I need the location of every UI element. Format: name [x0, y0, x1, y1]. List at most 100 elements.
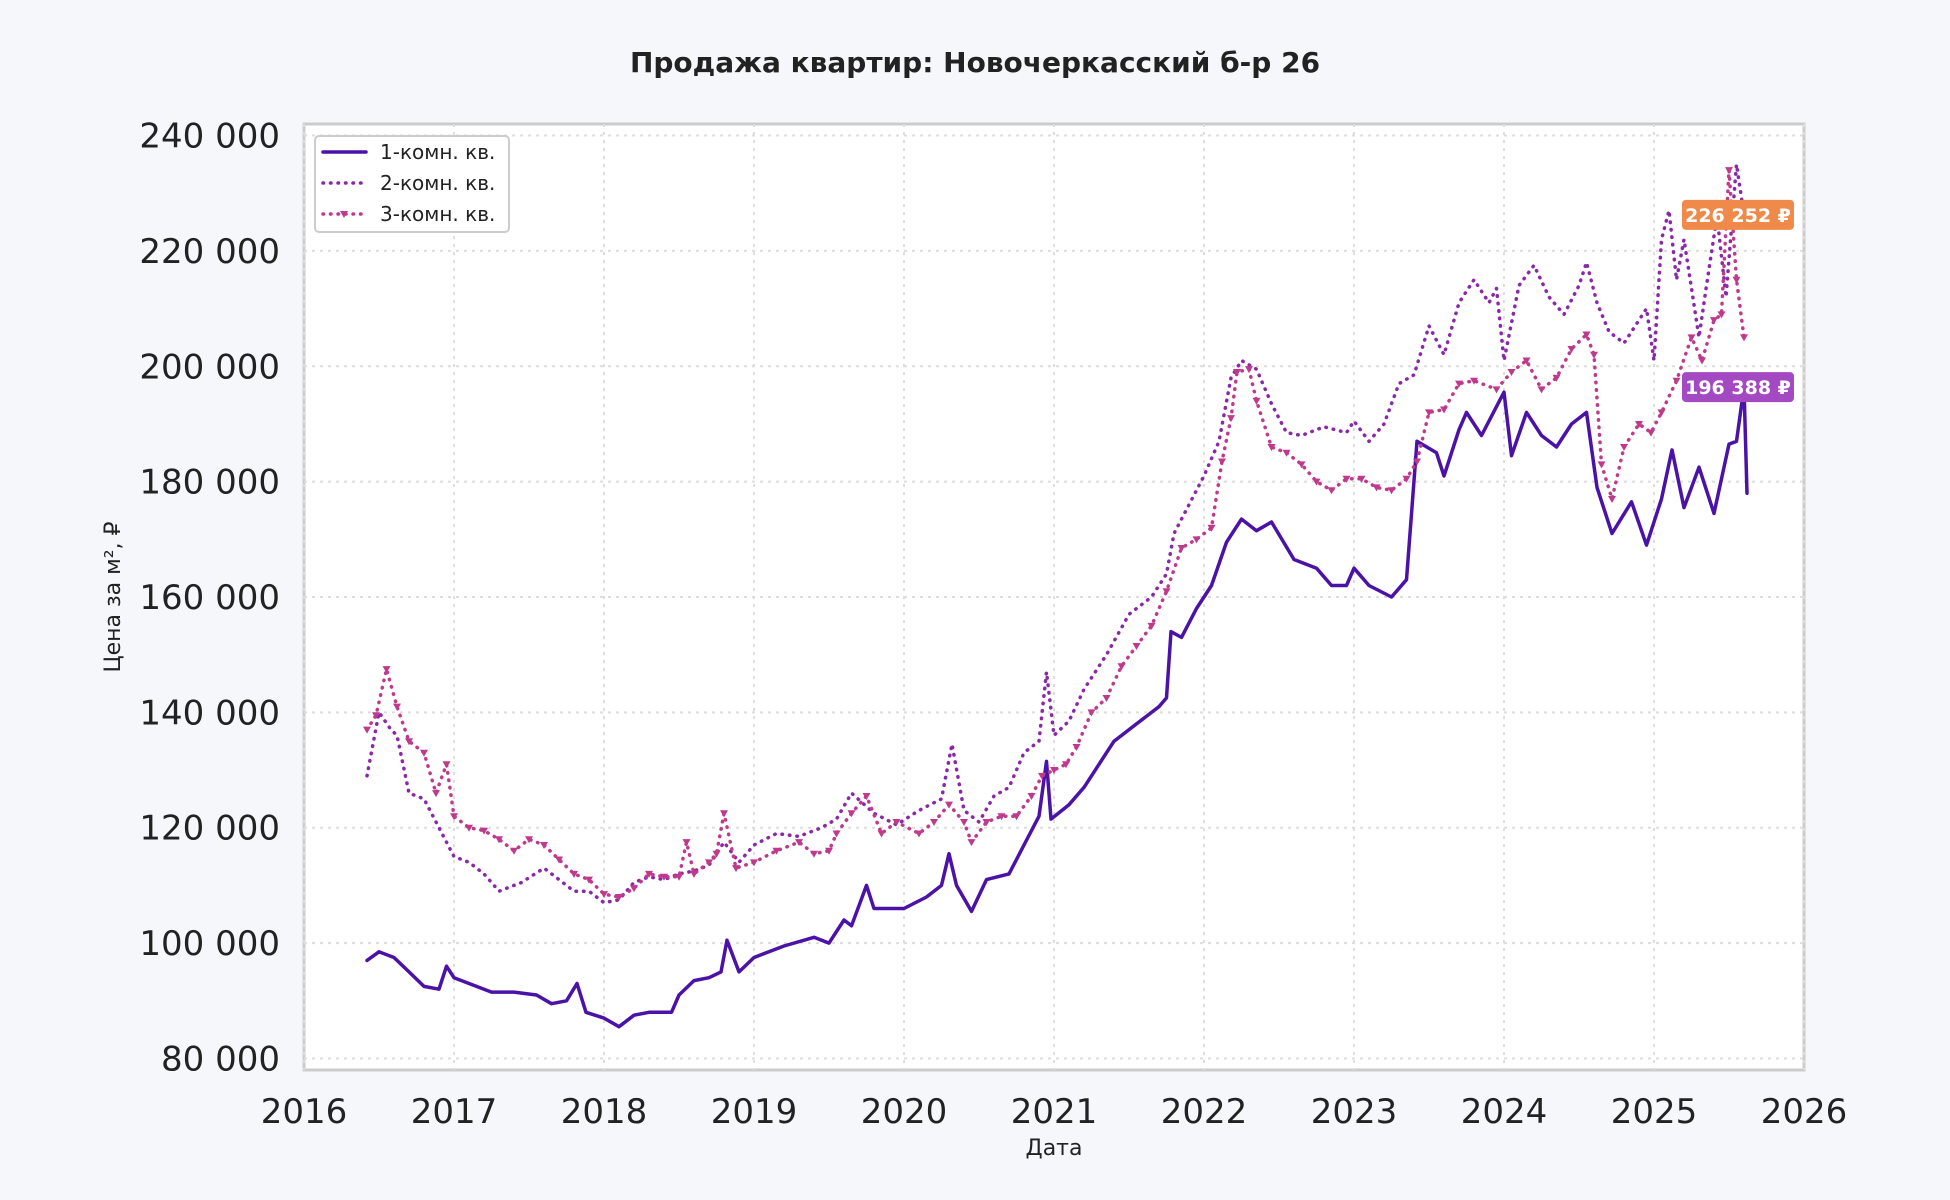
x-tick-label: 2018	[561, 1092, 648, 1132]
series-marker-3	[967, 839, 976, 847]
y-tick-label: 240 000	[139, 117, 280, 157]
y-axis-ticks: 80 000 100 000 120 000 140 000 160 000 180 00…	[139, 117, 280, 1080]
series-marker-3	[810, 850, 818, 858]
legend-marker	[340, 211, 348, 218]
legend-entry: 3-комн. кв.	[380, 202, 495, 226]
series-marker-3	[1062, 761, 1070, 769]
value-badge	[1682, 199, 1794, 230]
series-marker-3	[1657, 409, 1666, 417]
series-marker-3	[1732, 276, 1741, 284]
series-marker-3	[540, 842, 548, 850]
series-marker-3	[1440, 406, 1448, 414]
series-marker-3	[1710, 317, 1718, 325]
series-marker-3	[1425, 409, 1433, 417]
series-marker-3	[1552, 374, 1561, 382]
series-marker-3	[1672, 377, 1681, 385]
series-marker-3	[442, 761, 451, 769]
series-marker-3	[1647, 429, 1655, 437]
series-marker-3	[465, 824, 473, 832]
x-axis-label: Дата	[1026, 1136, 1083, 1161]
series-marker-3	[1582, 331, 1591, 339]
series-marker-3	[1413, 458, 1421, 466]
series-marker-3	[630, 885, 638, 893]
x-tick-label: 2021	[1011, 1092, 1098, 1132]
series-marker-3	[1455, 380, 1463, 388]
series-marker-3	[1698, 357, 1706, 365]
series-group	[363, 162, 1749, 1029]
series-marker-3	[660, 873, 668, 881]
series-marker-3	[772, 847, 781, 855]
series-marker-3	[1072, 743, 1081, 751]
series-marker-3	[1717, 311, 1726, 319]
x-tick-label: 2016	[261, 1092, 348, 1132]
annotations: 226 252 ₽ 196 388 ₽	[1682, 199, 1794, 403]
series-marker-3	[1087, 709, 1096, 717]
series-marker-3	[1537, 386, 1546, 394]
series-marker-3	[1507, 369, 1516, 377]
y-tick-label: 140 000	[139, 693, 280, 733]
series-marker-3	[1207, 524, 1216, 532]
series-marker-3	[1132, 643, 1141, 651]
series-marker-3	[510, 847, 518, 855]
series-marker-3	[1608, 495, 1616, 503]
series-marker-3	[1387, 487, 1396, 495]
series-marker-3	[675, 873, 683, 881]
y-tick-label: 160 000	[139, 578, 280, 618]
series-marker-3	[705, 859, 713, 867]
y-tick-label: 80 000	[161, 1039, 280, 1079]
x-tick-label: 2017	[411, 1092, 498, 1132]
series-marker-3	[382, 666, 391, 674]
series-marker-3	[645, 870, 653, 878]
series-marker-3	[600, 891, 608, 899]
series-line-2	[365, 162, 1746, 905]
x-tick-label: 2024	[1461, 1092, 1548, 1132]
series-marker-3	[832, 830, 841, 838]
series-marker-3	[363, 726, 371, 734]
y-axis-label: Цена за м², ₽	[101, 521, 126, 672]
series-marker-3	[1725, 167, 1733, 175]
legend: 1-комн. кв. 2-комн. кв. 3-комн. кв.	[314, 135, 510, 233]
series-marker-3	[1492, 386, 1501, 394]
series-marker-3	[1567, 345, 1576, 353]
series-marker-3	[1177, 544, 1186, 552]
series-marker-3	[915, 830, 923, 838]
legend-entry: 1-комн. кв.	[380, 140, 495, 164]
series-marker-3	[525, 836, 533, 844]
series-marker-3	[1327, 487, 1336, 495]
x-tick-label: 2025	[1611, 1092, 1698, 1132]
series-marker-3	[1192, 536, 1201, 544]
series-marker-3	[1402, 475, 1411, 483]
series-marker-3	[1027, 793, 1036, 801]
series-marker-3	[1012, 813, 1021, 821]
x-tick-label: 2020	[861, 1092, 948, 1132]
chart-title: Продажа квартир: Новочеркасский б-р 26	[630, 46, 1320, 79]
series-marker-3	[712, 850, 721, 858]
series-marker-3	[1522, 357, 1531, 365]
legend-box	[314, 135, 510, 233]
series-marker-3	[732, 865, 740, 873]
series-marker-3	[1635, 420, 1643, 428]
series-marker-3	[1233, 369, 1241, 377]
y-tick-label: 220 000	[139, 232, 280, 272]
series-marker-3	[1597, 461, 1606, 469]
series-marker-3	[1162, 588, 1171, 596]
x-tick-label: 2022	[1161, 1092, 1248, 1132]
series-marker-3	[847, 810, 856, 818]
series-marker-3	[555, 856, 563, 864]
series-marker-3	[372, 712, 380, 720]
series-marker-3	[1740, 334, 1748, 342]
y-tick-label: 120 000	[139, 809, 280, 849]
x-tick-label: 2023	[1311, 1092, 1398, 1132]
series-marker-3	[1687, 334, 1696, 342]
series-marker-3	[682, 839, 691, 847]
series-marker-3	[1357, 475, 1366, 483]
x-axis-ticks: 2016 2017 2018 2019 2020 2021 2022 2023 2024 2025…	[261, 1092, 1848, 1132]
series-marker-3	[1342, 475, 1351, 483]
series-marker-3	[1245, 366, 1253, 374]
series-marker-3	[1227, 415, 1235, 423]
x-tick-label: 2026	[1761, 1092, 1848, 1132]
series-marker-3	[960, 818, 968, 826]
series-marker-3	[930, 818, 938, 826]
grid	[303, 124, 1805, 1070]
series-marker-3	[585, 876, 593, 884]
